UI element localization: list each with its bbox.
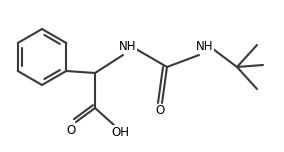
Text: O: O xyxy=(66,123,76,136)
Text: OH: OH xyxy=(111,126,129,138)
Text: NH: NH xyxy=(196,40,214,54)
Text: O: O xyxy=(155,105,165,117)
Text: NH: NH xyxy=(119,40,137,54)
